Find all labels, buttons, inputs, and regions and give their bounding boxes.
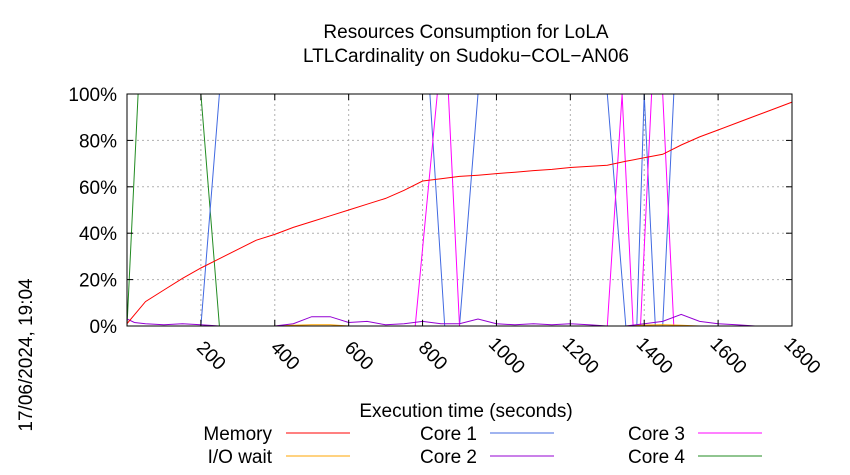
y-tick-label: 0% [90,317,118,338]
x-tick-label: 200 [192,337,229,374]
series-line-memory [126,101,793,325]
x-tick-label: 1400 [632,334,677,379]
x-tick-label: 1000 [484,334,529,379]
legend-item-i-o-wait: I/O wait [208,447,350,468]
legend-item-core-1: Core 1 [420,424,554,445]
legend-label: Memory [203,424,272,445]
plot-frame [126,93,793,327]
legend-label: I/O wait [208,447,273,468]
legend-item-core-2: Core 2 [420,447,554,468]
y-tick-label: 40% [79,224,117,245]
series-line-core-3 [127,93,792,327]
x-tick-label: 1800 [780,334,825,379]
x-tick-label: 400 [266,337,303,374]
grid [127,94,792,326]
legend-label: Core 2 [420,447,477,468]
series-layer [126,93,793,327]
legend-label: Core 1 [420,424,477,445]
side-timestamp-label: 17/06/2024, 19:04 [16,278,37,432]
y-tick-label: 60% [79,178,117,199]
y-tick-label: 20% [79,271,117,292]
x-axis-label: Execution time (seconds) [359,401,572,422]
ticks [127,93,793,327]
y-tick-label: 100% [68,85,117,106]
series-line-core-4 [126,93,792,327]
legend-item-memory: Memory [203,424,350,445]
chart-subtitle: LTLCardinality on Sudoku−COL−AN06 [303,46,629,67]
x-tick-label: 1600 [706,334,751,379]
legend-item-core-4: Core 4 [628,447,762,468]
x-tick-labels: 200 400 600 800 1000 1200 1400 1600 1800 [192,334,824,379]
x-tick-label: 600 [340,337,377,374]
chart-title: Resources Consumption for LoLA [323,22,608,43]
series-line-core-1 [127,93,792,327]
legend-item-core-3: Core 3 [628,424,762,445]
x-tick-label: 1200 [558,334,603,379]
y-tick-labels: 0% 20% 40% 60% 80% 100% [68,85,117,338]
legend-label: Core 3 [628,424,685,445]
legend-label: Core 4 [628,447,685,468]
y-tick-label: 80% [79,131,117,152]
x-tick-label: 800 [414,337,451,374]
